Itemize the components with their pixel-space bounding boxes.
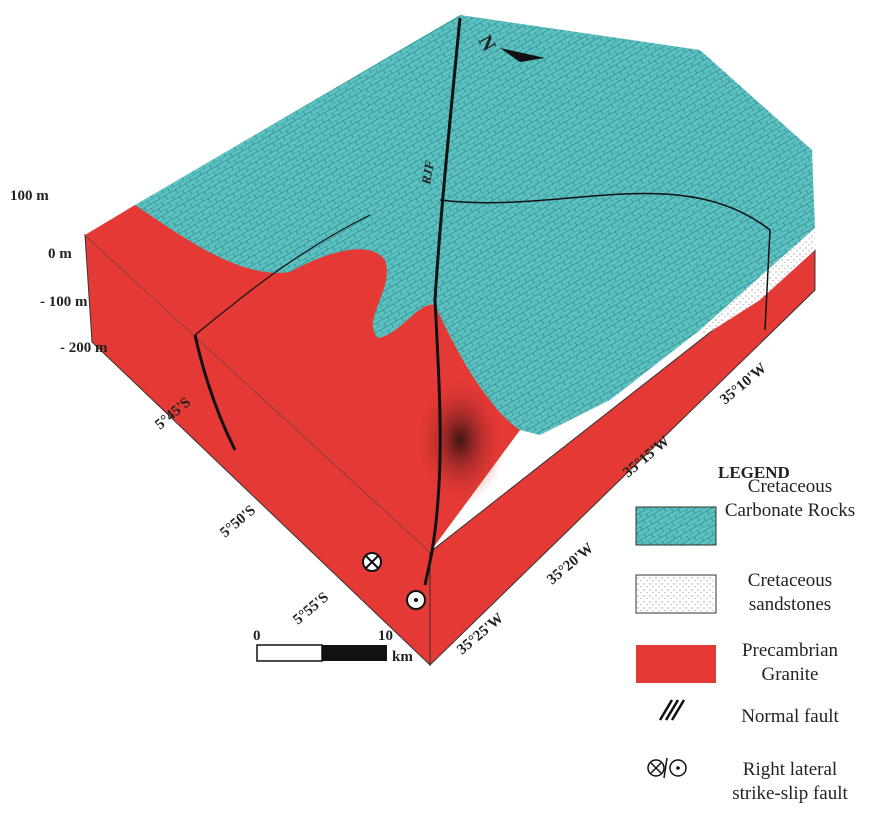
north-arrow [500, 48, 545, 62]
legend-label: strike-slip fault [732, 783, 848, 804]
legend-label: Normal fault [741, 706, 839, 727]
legend-label: Cretaceous [748, 570, 832, 591]
scale-unit: km [392, 649, 413, 665]
scale-bar [256, 644, 323, 662]
granite-outcrop [85, 205, 520, 552]
scale-bar [322, 645, 387, 661]
legend-label: Precambrian [742, 640, 839, 661]
legend-swatch [650, 757, 668, 779]
legend-swatch [658, 699, 686, 721]
legend-title: LEGEND [718, 463, 790, 482]
right-face [429, 248, 816, 667]
depth-label: - 100 m [40, 294, 88, 310]
fault-line [423, 17, 462, 586]
legend-label: Right lateral [743, 759, 837, 780]
top-surface [85, 15, 812, 552]
depth-label: 0 m [48, 246, 72, 262]
scale-label: 10 [378, 628, 393, 644]
legend-label: Carbonate Rocks [725, 500, 855, 521]
fault-line [194, 214, 371, 336]
fault-line [439, 192, 771, 331]
legend-label: sandstones [749, 594, 831, 615]
legend-swatch [636, 645, 716, 683]
strike-slip-symbol [365, 555, 379, 569]
depth-label: - 200 m [60, 340, 108, 356]
legend-label: Cretaceous [748, 476, 832, 497]
dark-zone [415, 375, 505, 505]
legend-swatch [635, 506, 717, 546]
strike-slip-symbol [414, 598, 418, 602]
fault-line [193, 334, 237, 451]
latitude-label: 5°50'S [217, 502, 259, 541]
longitude-label: 35°20'W [544, 540, 597, 588]
right-face-sandstone [700, 228, 815, 335]
legend-label: Granite [762, 664, 819, 685]
legend-swatch [669, 759, 687, 777]
fault-label: RJF [418, 159, 437, 186]
legend-swatch [676, 766, 680, 770]
legend-swatch [635, 574, 717, 614]
legend-swatch [647, 759, 665, 777]
right-face-carbonate [520, 150, 815, 435]
depth-label: 100 m [10, 188, 49, 204]
latitude-label: 5°55'S [290, 589, 332, 628]
scale-label: 0 [253, 628, 261, 644]
